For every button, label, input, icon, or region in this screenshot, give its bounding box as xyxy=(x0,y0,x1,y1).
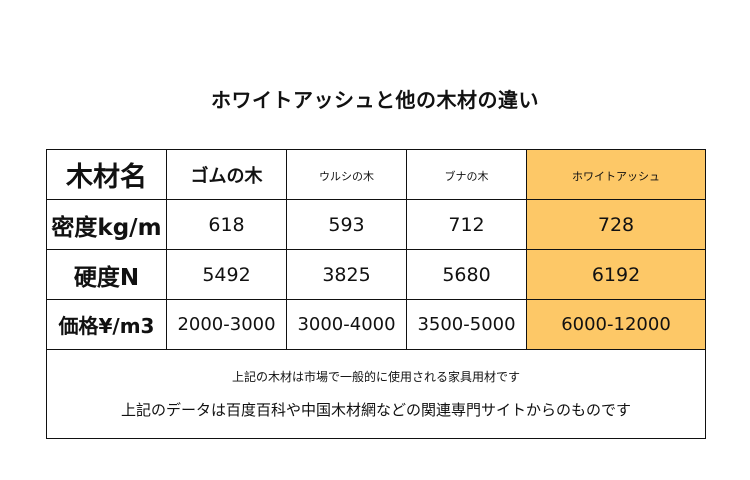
table-notes-row: 上記の木材は市場で一般的に使用される家具用材です 上記のデータは百度百科や中国木… xyxy=(46,349,706,439)
row-label-density: 密度kg/m xyxy=(46,199,167,250)
table-cell: 5680 xyxy=(406,249,527,300)
page-title: ホワイトアッシュと他の木材の違い xyxy=(211,88,539,112)
table-cell: 3000-4000 xyxy=(286,299,407,350)
table-row-hardness: 硬度N 5492 3825 5680 6192 xyxy=(46,249,706,300)
row-label-hardness: 硬度N xyxy=(46,249,167,300)
table-header-row: 木材名 ゴムの木 ウルシの木 ブナの木 ホワイトアッシュ xyxy=(46,149,706,200)
note-line-2: 上記のデータは百度百科や中国木材網などの関連専門サイトからのものです xyxy=(120,401,631,419)
table-cell: 3825 xyxy=(286,249,407,300)
table-cell: 593 xyxy=(286,199,407,250)
table-cell-highlight: 6192 xyxy=(526,249,706,300)
header-rubber-wood: ゴムの木 xyxy=(190,165,263,187)
table-cell: 618 xyxy=(166,199,287,250)
header-white-ash: ホワイトアッシュ xyxy=(572,170,660,183)
table-row-density: 密度kg/m 618 593 712 728 xyxy=(46,199,706,250)
header-label: 木材名 xyxy=(66,162,147,193)
header-beech-wood: ブナの木 xyxy=(444,170,489,183)
table-cell: 712 xyxy=(406,199,527,250)
header-cell-beech: ブナの木 xyxy=(406,149,527,200)
table-row-price: 価格¥/m3 2000-3000 3000-4000 3500-5000 600… xyxy=(46,299,706,350)
note-line-1: 上記の木材は市場で一般的に使用される家具用材です xyxy=(231,370,520,384)
table-cell-highlight: 728 xyxy=(526,199,706,250)
header-cell-white-ash: ホワイトアッシュ xyxy=(526,149,706,200)
row-label-price: 価格¥/m3 xyxy=(46,299,167,350)
header-lacquer-wood: ウルシの木 xyxy=(319,170,374,183)
table-cell-highlight: 6000-12000 xyxy=(526,299,706,350)
header-cell-rubber: ゴムの木 xyxy=(166,149,287,200)
table-cell: 3500-5000 xyxy=(406,299,527,350)
notes-cell: 上記の木材は市場で一般的に使用される家具用材です 上記のデータは百度百科や中国木… xyxy=(46,349,706,439)
table-cell: 2000-3000 xyxy=(166,299,287,350)
table-cell: 5492 xyxy=(166,249,287,300)
wood-comparison-table: 木材名 ゴムの木 ウルシの木 ブナの木 ホワイトアッシュ 密度kg/m 618 … xyxy=(46,149,706,439)
header-cell-label: 木材名 xyxy=(46,149,167,200)
header-cell-lacquer: ウルシの木 xyxy=(286,149,407,200)
